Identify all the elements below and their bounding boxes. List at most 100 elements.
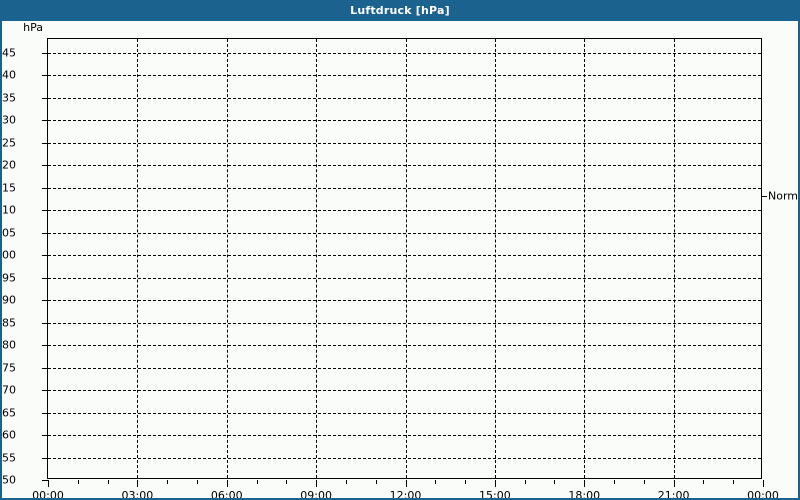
x-axis-tick bbox=[494, 480, 496, 487]
horizontal-gridline bbox=[48, 277, 761, 279]
vertical-gridline bbox=[226, 39, 228, 478]
x-axis-minor-tick bbox=[286, 480, 288, 484]
horizontal-gridline bbox=[48, 187, 761, 189]
x-axis-minor-tick bbox=[465, 480, 467, 484]
y-axis-tick-label: 970 bbox=[1, 383, 16, 397]
horizontal-gridline bbox=[48, 367, 761, 369]
x-axis-tick bbox=[673, 480, 675, 487]
horizontal-gridline bbox=[48, 120, 761, 121]
vertical-gridline bbox=[584, 39, 586, 478]
y-axis-tick-label: 1.015 bbox=[1, 181, 16, 194]
y-axis-tick-label: 1.020 bbox=[1, 158, 16, 172]
x-axis-tick-time: 00:00 bbox=[32, 489, 64, 500]
x-axis-tick-time: 12:00 bbox=[389, 489, 422, 500]
y-axis-tick bbox=[42, 97, 48, 99]
y-axis-tick-label: 1.045 bbox=[1, 46, 16, 59]
x-axis-minor-tick bbox=[375, 480, 377, 484]
horizontal-gridline bbox=[48, 165, 761, 166]
horizontal-gridline bbox=[48, 412, 761, 414]
y-axis-tick-label: 1.005 bbox=[1, 226, 16, 239]
horizontal-gridline bbox=[48, 390, 761, 391]
y-axis-tick-label: 965 bbox=[1, 406, 16, 419]
y-axis-tick-label: 1.000 bbox=[1, 248, 16, 262]
x-axis-tick-time: 09:00 bbox=[300, 489, 332, 500]
y-axis-tick bbox=[42, 232, 48, 234]
y-axis-tick bbox=[42, 435, 48, 436]
x-axis-minor-tick bbox=[107, 480, 109, 484]
x-axis-minor-tick bbox=[435, 480, 437, 484]
y-axis-tick-label: 995 bbox=[1, 271, 16, 284]
y-axis-tick-label: 1.035 bbox=[1, 91, 16, 104]
y-axis-tick bbox=[42, 187, 48, 189]
horizontal-gridline bbox=[48, 255, 761, 256]
y-axis-tick bbox=[42, 52, 48, 54]
normal-marker-label: Normal bbox=[768, 189, 799, 202]
y-axis-tick bbox=[42, 390, 48, 391]
y-axis-tick-label: 960 bbox=[1, 428, 16, 442]
y-axis-tick-label: 950 bbox=[1, 473, 16, 487]
y-axis-tick bbox=[42, 480, 48, 481]
x-axis-minor-tick bbox=[524, 480, 526, 484]
x-axis-tick bbox=[584, 480, 586, 487]
y-axis-tick-label: 1.025 bbox=[1, 136, 16, 149]
y-axis-tick bbox=[42, 165, 48, 166]
x-axis-minor-tick bbox=[554, 480, 556, 484]
horizontal-gridline bbox=[48, 322, 761, 324]
x-axis-tick-time: 21:00 bbox=[657, 489, 690, 500]
vertical-gridline bbox=[137, 39, 139, 478]
x-axis-tick bbox=[137, 480, 139, 487]
vertical-gridline bbox=[405, 39, 407, 478]
x-axis-minor-tick bbox=[703, 480, 705, 484]
x-axis-minor-tick bbox=[77, 480, 79, 484]
horizontal-gridline bbox=[48, 232, 761, 234]
x-axis-tick-time: 00:00 bbox=[747, 489, 779, 500]
plot-area: 1.045 1.040 1.035 1.030 1.025 1.020 1.015 1.010… bbox=[2, 38, 779, 498]
horizontal-gridline bbox=[48, 75, 761, 76]
x-axis-tick bbox=[226, 480, 228, 487]
horizontal-gridline bbox=[48, 435, 761, 436]
horizontal-gridline bbox=[48, 52, 761, 54]
y-axis-tick bbox=[42, 345, 48, 346]
x-axis-tick-time: 06:00 bbox=[210, 489, 243, 500]
chart-plot-wrapper: hPa 1.0451.0401.0351.0301.0251.0201.0151… bbox=[2, 21, 798, 498]
horizontal-gridline bbox=[48, 300, 761, 301]
x-axis-tick-time: 03:00 bbox=[121, 489, 154, 500]
y-axis-tick-label: 990 bbox=[1, 293, 16, 307]
horizontal-gridline bbox=[48, 345, 761, 346]
x-axis-tick bbox=[316, 480, 318, 487]
page-title: Luftdruck [hPa] bbox=[350, 4, 450, 17]
y-axis-unit-label: hPa bbox=[23, 21, 43, 34]
y-axis-tick bbox=[42, 120, 48, 121]
x-axis-minor-tick bbox=[345, 480, 347, 484]
x-axis-minor-tick bbox=[733, 480, 735, 484]
x-axis-tick bbox=[48, 480, 49, 487]
x-axis-tick-time: 18:00 bbox=[568, 489, 601, 500]
normal-marker-tick bbox=[762, 195, 767, 197]
x-axis-minor-tick bbox=[167, 480, 169, 484]
x-axis-tick-label: 00:0010.06.12 bbox=[718, 489, 798, 500]
y-axis-tick-label: 1.040 bbox=[1, 68, 16, 82]
y-axis-tick-label: 980 bbox=[1, 338, 16, 352]
y-axis-tick-label: 1.010 bbox=[1, 203, 16, 217]
y-axis-tick bbox=[42, 75, 48, 76]
window-title-bar: Luftdruck [hPa] bbox=[2, 2, 798, 21]
y-axis-tick bbox=[42, 142, 48, 144]
x-axis-minor-tick bbox=[614, 480, 616, 484]
y-axis-tick bbox=[42, 322, 48, 324]
y-axis-tick bbox=[42, 367, 48, 369]
x-axis-tick-time: 15:00 bbox=[479, 489, 511, 500]
y-axis-tick-label: 1.030 bbox=[1, 113, 16, 127]
y-axis-tick bbox=[42, 210, 48, 211]
x-axis-minor-tick bbox=[643, 480, 645, 484]
y-axis-tick bbox=[42, 457, 48, 459]
vertical-gridline bbox=[494, 39, 496, 478]
horizontal-gridline bbox=[48, 457, 761, 459]
